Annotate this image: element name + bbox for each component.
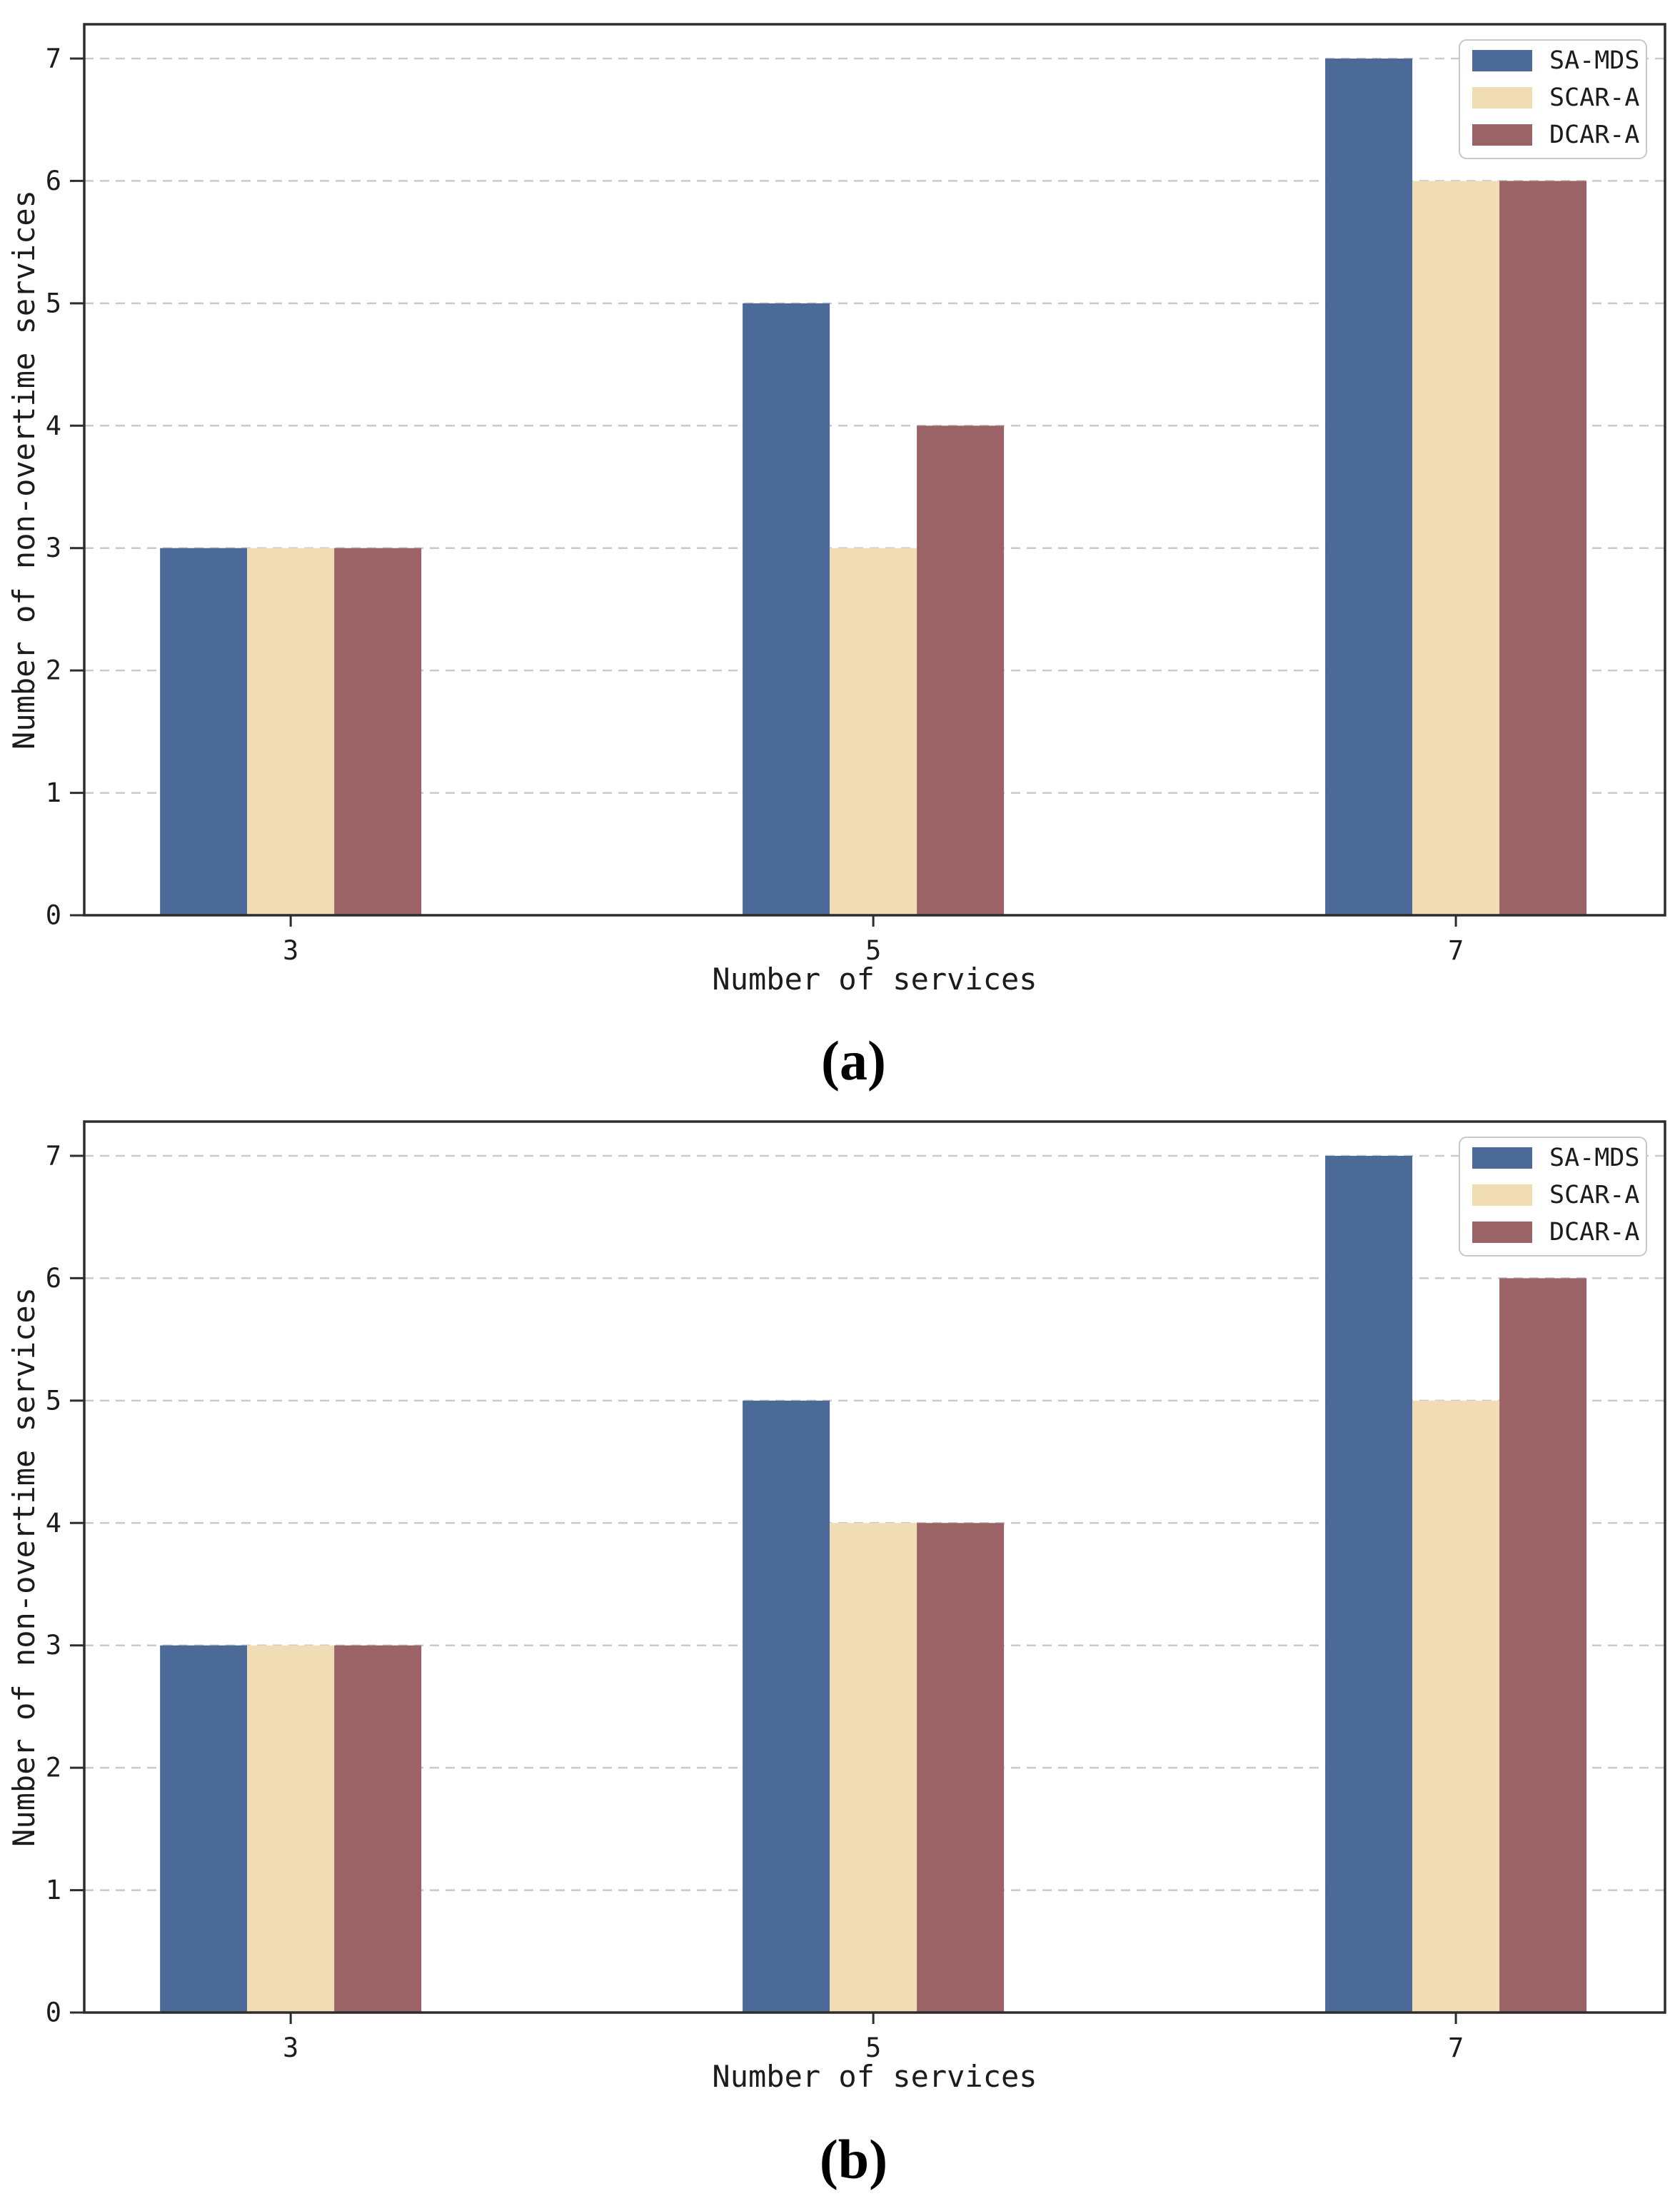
legend-swatch-DCAR-A <box>1472 124 1532 146</box>
y-tick-label-0: 0 <box>46 900 61 931</box>
caption-b: (b) <box>819 2128 888 2190</box>
bar-SA-MDS-x3 <box>160 1645 248 2013</box>
legend-label-SCAR-A: SCAR-A <box>1549 84 1639 112</box>
y-tick-label-6: 6 <box>46 1263 61 1294</box>
bar-SA-MDS-x3 <box>160 548 248 915</box>
y-tick-label-5: 5 <box>46 1385 61 1416</box>
bar-DCAR-A-x7 <box>1499 181 1587 915</box>
bar-SCAR-A-x5 <box>830 548 917 915</box>
y-tick-label-0: 0 <box>46 1998 61 2028</box>
y-tick-label-5: 5 <box>46 288 61 318</box>
bar-SCAR-A-x3 <box>247 1645 335 2013</box>
chart-panel-b: 0 1 2 3 4 5 6 7 3 5 7 Number of services Number of n… <box>0 1097 1680 2104</box>
y-tick-label-3: 3 <box>46 533 61 563</box>
bar-SA-MDS-x5 <box>743 1400 830 2013</box>
bar-SA-MDS-x7 <box>1325 59 1413 915</box>
x-tick-label-5: 5 <box>865 2033 881 2063</box>
legend-swatch-SA-MDS <box>1472 1147 1532 1169</box>
bar-chart-b: 0 1 2 3 4 5 6 7 3 5 7 Number of services Number of n… <box>6 1120 1666 2094</box>
legend-swatch-DCAR-A <box>1472 1222 1532 1243</box>
caption-a: (a) <box>821 1029 886 1092</box>
x-axis-label: Number of services <box>712 962 1037 997</box>
y-axis-label: Number of non-overtime services <box>6 1287 41 1847</box>
y-tick-label-1: 1 <box>46 777 61 808</box>
y-tick-label-7: 7 <box>46 1141 61 1172</box>
legend-label-SA-MDS: SA-MDS <box>1549 46 1639 75</box>
y-tick-label-7: 7 <box>46 44 61 74</box>
bar-SA-MDS-x7 <box>1325 1156 1413 2013</box>
bar-DCAR-A-x5 <box>917 1523 1005 2013</box>
y-tick-label-4: 4 <box>46 1508 61 1538</box>
x-axis-label: Number of services <box>712 2059 1037 2094</box>
bar-DCAR-A-x5 <box>917 425 1005 915</box>
legend-label-DCAR-A: DCAR-A <box>1549 1218 1639 1246</box>
x-tick-label-7: 7 <box>1448 2033 1464 2063</box>
y-tick-label-6: 6 <box>46 166 61 196</box>
legend-swatch-SA-MDS <box>1472 50 1532 71</box>
bar-SA-MDS-x5 <box>743 303 830 915</box>
x-tick-label-3: 3 <box>283 2033 298 2063</box>
plot-frame <box>83 1120 1666 2014</box>
bar-chart-a: 0 1 2 3 4 5 6 7 3 5 7 Number of services Number of n… <box>6 23 1666 997</box>
legend-label-SA-MDS: SA-MDS <box>1549 1144 1639 1172</box>
bar-DCAR-A-x3 <box>334 548 422 915</box>
chart-panel-a: 0 1 2 3 4 5 6 7 3 5 7 Number of services Number of n… <box>0 0 1680 1007</box>
x-tick-label-5: 5 <box>865 935 881 966</box>
bar-SCAR-A-x5 <box>830 1523 917 2013</box>
x-tick-label-3: 3 <box>283 935 298 966</box>
y-tick-label-4: 4 <box>46 411 61 441</box>
x-tick-label-7: 7 <box>1448 935 1464 966</box>
plot-frame <box>83 23 1666 917</box>
legend-swatch-SCAR-A <box>1472 87 1532 109</box>
y-tick-label-1: 1 <box>46 1875 61 1905</box>
bar-SCAR-A-x7 <box>1412 1400 1500 2013</box>
bar-DCAR-A-x3 <box>334 1645 422 2013</box>
bar-DCAR-A-x7 <box>1499 1278 1587 2013</box>
bar-SCAR-A-x3 <box>247 548 335 915</box>
y-tick-label-2: 2 <box>46 1753 61 1783</box>
y-axis-label: Number of non-overtime services <box>6 190 41 750</box>
legend-swatch-SCAR-A <box>1472 1184 1532 1206</box>
y-tick-label-2: 2 <box>46 655 61 686</box>
bar-SCAR-A-x7 <box>1412 181 1500 915</box>
y-tick-label-3: 3 <box>46 1630 61 1661</box>
legend-label-DCAR-A: DCAR-A <box>1549 121 1639 149</box>
legend-label-SCAR-A: SCAR-A <box>1549 1181 1639 1209</box>
